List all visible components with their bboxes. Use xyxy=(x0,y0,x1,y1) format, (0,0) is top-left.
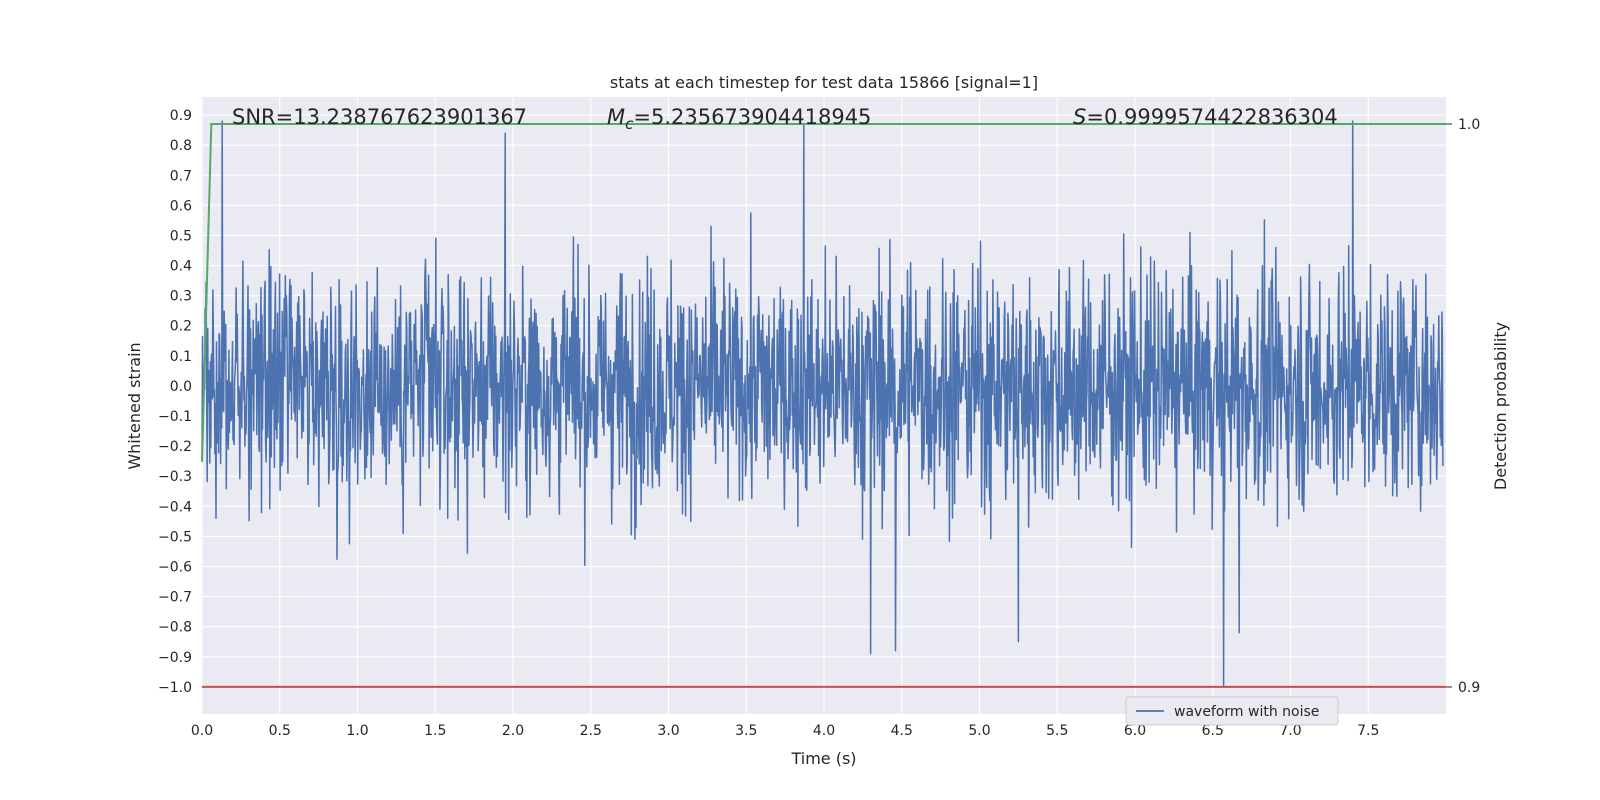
mc-symbol: M xyxy=(607,105,625,129)
legend-label-waveform: waveform with noise xyxy=(1174,704,1319,720)
x-tick-label: 5.5 xyxy=(1046,723,1068,739)
x-tick-label: 4.5 xyxy=(891,723,913,739)
snr-annotation: SNR=13.238767623901367 xyxy=(232,105,527,129)
y-tick-label: −0.8 xyxy=(158,620,192,636)
s-symbol: S xyxy=(1073,105,1086,129)
x-tick-label: 0.0 xyxy=(191,723,213,739)
y-tick-label: 0.1 xyxy=(170,349,192,365)
x-tick-label: 7.0 xyxy=(1279,723,1301,739)
y2-tick-label: 0.9 xyxy=(1458,680,1480,696)
y-tick-label: −1.0 xyxy=(158,680,192,696)
x-tick-label: 3.5 xyxy=(735,723,757,739)
x-tick-label: 2.5 xyxy=(580,723,602,739)
legend-box xyxy=(1125,696,1339,726)
y-tick-label: 0.7 xyxy=(170,168,192,184)
y2-axis-label: Detection probability xyxy=(1491,322,1510,490)
x-tick-label: 6.5 xyxy=(1202,723,1224,739)
mc-subscript: c xyxy=(625,115,634,133)
y-tick-label: 0.3 xyxy=(170,289,192,305)
x-tick-label: 6.0 xyxy=(1124,723,1146,739)
y2-axis-ticks: 1.0 0.9 xyxy=(1446,117,1480,696)
series-detection-probability xyxy=(201,123,1446,462)
x-tick-label: 7.5 xyxy=(1357,723,1379,739)
y-tick-label: −0.1 xyxy=(158,409,192,425)
x-tick-label: 5.0 xyxy=(968,723,990,739)
y-tick-label: 0.5 xyxy=(170,228,192,244)
x-tick-label: 3.0 xyxy=(657,723,679,739)
y-tick-label: 0.2 xyxy=(170,319,192,335)
y-axis-label: Whitened strain xyxy=(125,342,144,469)
chart-title: stats at each timestep for test data 158… xyxy=(610,73,1038,92)
mc-value: =5.235673904418945 xyxy=(633,105,871,129)
y-tick-label: −0.3 xyxy=(158,469,192,485)
y-tick-label: −0.6 xyxy=(158,560,192,576)
y-tick-label: 0.4 xyxy=(170,259,192,275)
x-axis-ticks: 0.0 0.5 1.0 1.5 2.0 2.5 3.0 3.5 4.0 4.5 5.0 5.5 6.0 6… xyxy=(191,723,1380,739)
y-tick-label: 0.0 xyxy=(170,379,192,395)
y-tick-label: 0.6 xyxy=(170,198,192,214)
mc-annotation: Mc=5.235673904418945 xyxy=(607,105,871,133)
y-axis-ticks: 0.9 0.8 0.7 0.6 0.5 0.4 0.3 0.2 0.1 0.0 −0.1 −0.2 −0… xyxy=(158,108,192,696)
y-tick-label: 0.8 xyxy=(170,138,192,154)
lines-layer xyxy=(201,123,1446,688)
x-tick-label: 4.0 xyxy=(813,723,835,739)
y-tick-label: −0.9 xyxy=(158,650,192,666)
x-tick-label: 1.5 xyxy=(424,723,446,739)
x-tick-label: 2.0 xyxy=(502,723,524,739)
x-axis-label: Time (s) xyxy=(790,749,856,768)
x-tick-label: 0.5 xyxy=(269,723,291,739)
y2-tick-label: 1.0 xyxy=(1458,117,1480,133)
s-value: =0.9999574422836304 xyxy=(1086,105,1337,129)
x-tick-label: 1.0 xyxy=(346,723,368,739)
series-waveform-with-noise xyxy=(201,120,1444,688)
noise-layer xyxy=(201,120,1444,688)
y-tick-label: −0.7 xyxy=(158,590,192,606)
y-tick-label: 0.9 xyxy=(170,108,192,124)
y-tick-label: −0.5 xyxy=(158,529,192,545)
legend: waveform with noise xyxy=(1125,696,1339,726)
y-tick-label: −0.2 xyxy=(158,439,192,455)
y-tick-label: −0.4 xyxy=(158,499,192,515)
s-annotation: S=0.9999574422836304 xyxy=(1073,105,1338,129)
